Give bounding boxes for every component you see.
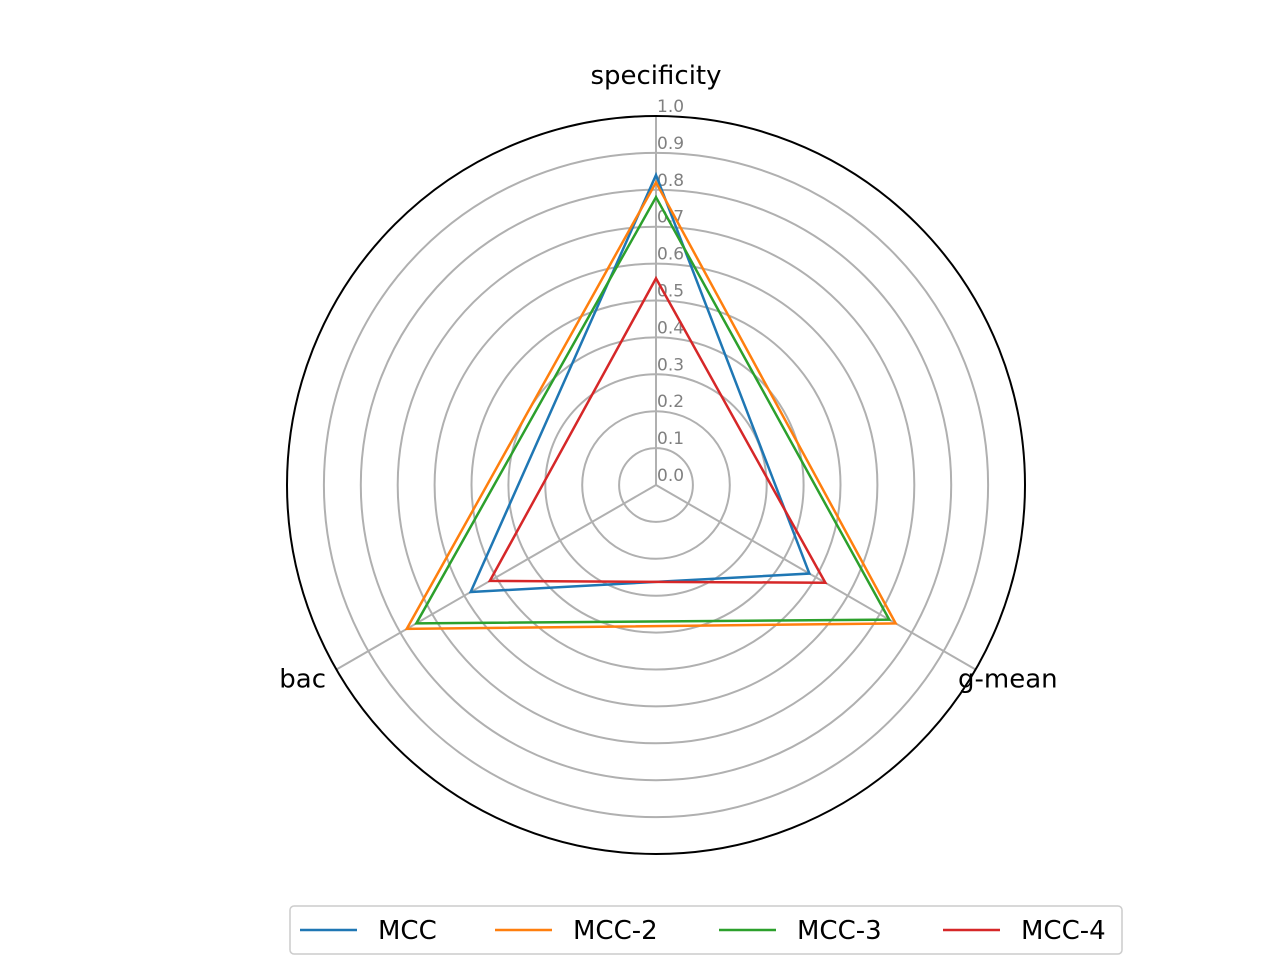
axis-labels: specificity g-mean bac <box>279 61 1057 695</box>
tick-label: 0.0 <box>657 466 684 486</box>
tick-label: 0.9 <box>657 134 684 154</box>
tick-label: 0.8 <box>657 171 684 191</box>
series-polygons <box>404 171 898 631</box>
radial-tick-labels: 0.00.10.20.30.40.50.60.70.80.91.0 <box>657 97 684 486</box>
legend-label: MCC-2 <box>573 916 658 946</box>
legend-items: MCC MCC-2 MCC-3 MCC-4 <box>300 916 1106 946</box>
tick-label: 0.3 <box>657 355 684 375</box>
axis-label-specificity: specificity <box>590 61 721 91</box>
tick-label: 0.5 <box>657 282 684 302</box>
tick-label: 0.4 <box>657 318 684 338</box>
legend-box <box>289 905 1123 955</box>
tick-label: 1.0 <box>657 97 684 117</box>
legend-label: MCC-3 <box>797 916 882 946</box>
series-polygon-mcc-4 <box>487 275 828 585</box>
legend: MCC MCC-2 MCC-3 MCC-4 <box>289 905 1123 955</box>
axis-label-g-mean: g-mean <box>958 665 1058 695</box>
series-polygon-mcc-2 <box>404 179 898 631</box>
axis-spoke <box>655 484 977 671</box>
axis-label-bac: bac <box>279 665 326 695</box>
outer-frame <box>286 115 1026 855</box>
tick-label: 0.1 <box>657 429 684 449</box>
series-polygon-mcc-3 <box>414 194 892 625</box>
axis-spoke <box>335 484 657 671</box>
tick-label: 0.2 <box>657 392 684 412</box>
tick-label: 0.6 <box>657 245 684 265</box>
legend-label: MCC-4 <box>1021 916 1106 946</box>
legend-label: MCC <box>378 916 437 946</box>
